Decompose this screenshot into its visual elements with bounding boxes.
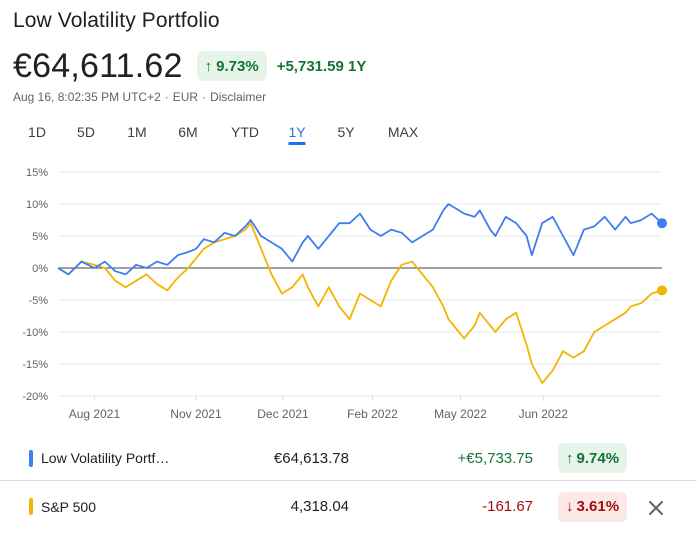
y-tick-label: -5% <box>28 295 48 307</box>
series-percent-badge: ↓ 3.61% <box>558 491 628 522</box>
timestamp: Aug 16, 8:02:35 PM UTC+2 <box>13 90 161 104</box>
y-tick-label: -10% <box>22 327 48 339</box>
series-value: €64,613.78 <box>273 449 349 467</box>
x-tick-label: Nov 2021 <box>170 407 222 421</box>
arrow-up-icon: ↑ <box>204 57 213 75</box>
legend-row-portfolio[interactable]: Low Volatility Portf… €64,613.78 +€5,733… <box>0 436 697 481</box>
series-color-swatch <box>29 498 33 515</box>
series-endpoint-sp500 <box>657 285 667 296</box>
series-endpoint-portfolio <box>657 218 667 229</box>
y-tick-label: 0% <box>32 263 48 275</box>
y-tick-label: 15% <box>26 167 48 179</box>
meta-separator: · <box>164 90 169 104</box>
tab-1y[interactable]: 1Y <box>288 120 306 145</box>
disclaimer-link[interactable]: Disclaimer <box>210 90 267 104</box>
close-icon[interactable] <box>645 497 667 519</box>
tab-5y[interactable]: 5Y <box>337 124 355 140</box>
tab-1d[interactable]: 1D <box>28 124 46 140</box>
series-name: S&P 500 <box>41 498 97 515</box>
tab-max[interactable]: MAX <box>387 124 419 140</box>
series-percent: 9.74% <box>576 449 620 467</box>
series-line-sp500 <box>57 222 663 385</box>
legend-row-sp500[interactable]: S&P 500 4,318.04 -161.67 ↓ 3.61% <box>0 484 697 529</box>
performance-chart[interactable]: 15% 10% 5% 0% -5% -10% -15% -20% Aug 2021 Nov 202… <box>0 160 697 430</box>
y-tick-label: 10% <box>26 199 48 211</box>
y-tick-label: -15% <box>22 359 48 371</box>
y-tick-label: -20% <box>22 391 48 403</box>
currency: EUR <box>172 90 199 104</box>
change-percent-badge: ↑ 9.73% <box>196 51 267 81</box>
tab-6m[interactable]: 6M <box>178 124 198 140</box>
series-change: -161.67 <box>482 498 533 515</box>
x-tick-label: Aug 2021 <box>69 407 121 421</box>
series-color-swatch <box>29 449 33 467</box>
tab-ytd[interactable]: YTD <box>231 124 259 140</box>
portfolio-price: €64,611.62 <box>13 46 183 85</box>
series-percent: 3.61% <box>576 498 620 515</box>
price-meta: Aug 16, 8:02:35 PM UTC+2 · EUR · Disclai… <box>13 90 266 104</box>
tab-1m[interactable]: 1M <box>127 124 147 140</box>
y-tick-label: 5% <box>32 231 48 243</box>
meta-separator: · <box>202 90 207 104</box>
x-tick-label: May 2022 <box>434 407 487 421</box>
series-percent-badge: ↑ 9.74% <box>558 443 628 473</box>
series-line-portfolio <box>57 203 663 276</box>
series-name: Low Volatility Portf… <box>41 450 170 466</box>
price-row: €64,611.62 ↑ 9.73% +5,731.59 1Y <box>13 44 366 88</box>
series-change: +€5,733.75 <box>457 449 534 467</box>
change-percent: 9.73% <box>216 57 259 75</box>
x-tick-label: Feb 2022 <box>347 407 398 421</box>
arrow-down-icon: ↓ <box>566 498 574 515</box>
arrow-up-icon: ↑ <box>566 449 574 467</box>
x-tick-label: Dec 2021 <box>257 407 309 421</box>
series-value: 4,318.04 <box>290 498 349 515</box>
change-amount: +5,731.59 1Y <box>276 57 367 75</box>
portfolio-title: Low Volatility Portfolio <box>13 9 220 32</box>
tab-5d[interactable]: 5D <box>77 124 95 140</box>
x-tick-label: Jun 2022 <box>519 407 569 421</box>
